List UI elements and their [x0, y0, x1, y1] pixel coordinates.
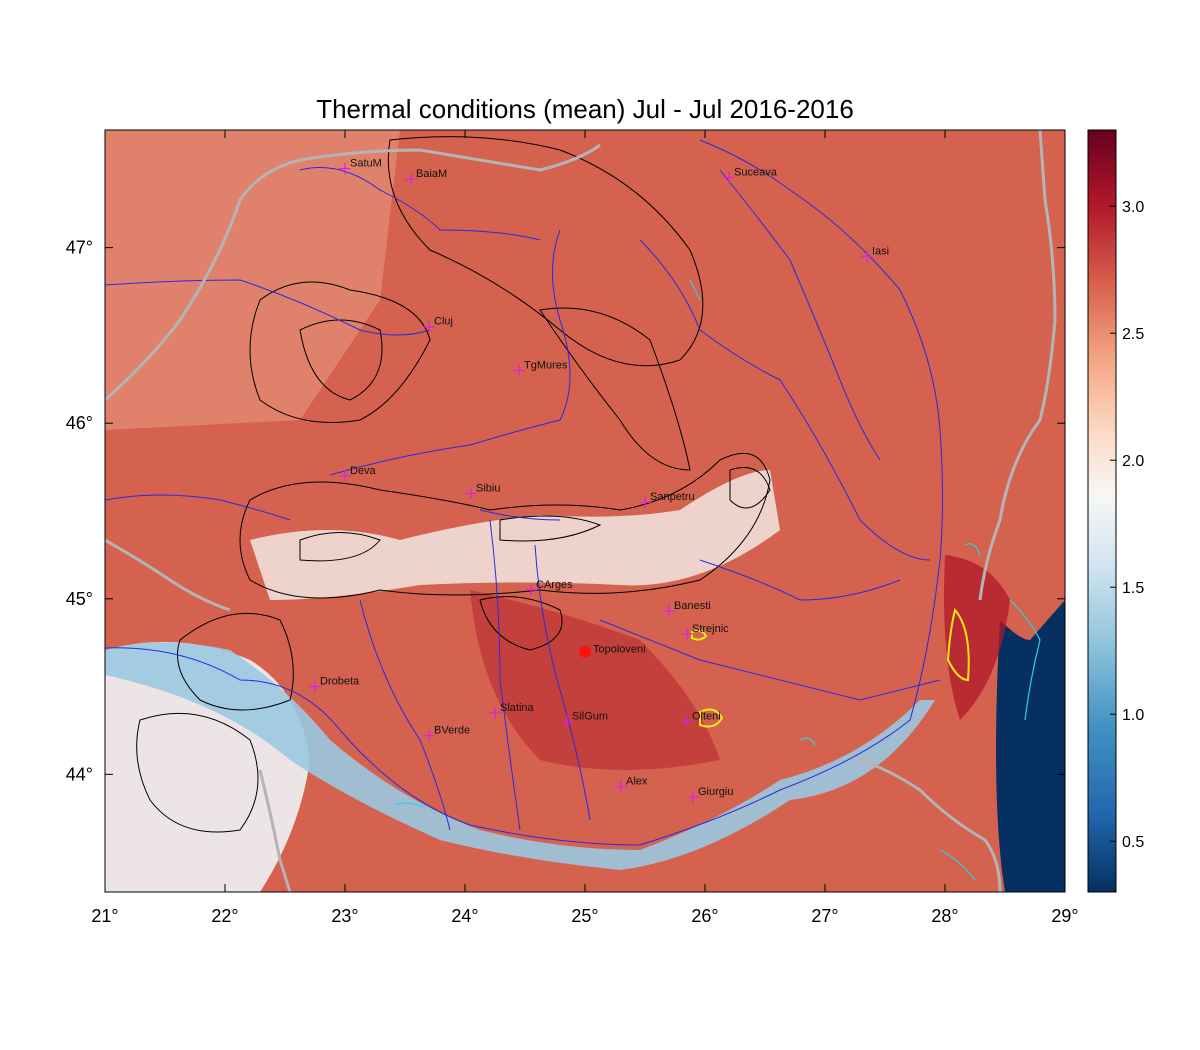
city-marker: SatuM	[339, 158, 382, 175]
city-marker: Deva	[339, 465, 377, 482]
city-label: CArges	[536, 579, 573, 591]
x-tick-label: 25°	[571, 906, 598, 926]
highlight-contours	[691, 607, 970, 728]
highlight-station-label: Topoloveni	[593, 643, 646, 655]
y-tick-label: 44°	[66, 764, 93, 784]
city-marker: Drobeta	[309, 676, 360, 693]
thermal-zone-danube	[105, 642, 935, 870]
colorbar	[1087, 129, 1117, 893]
city-label: Deva	[350, 465, 377, 477]
city-label: Iasi	[872, 245, 889, 257]
city-marker: Cluj	[423, 316, 453, 333]
city-label: TgMures	[524, 360, 568, 372]
city-marker: Olteni	[681, 711, 721, 728]
city-marker: TgMures	[513, 360, 568, 377]
city-marker: Iasi	[861, 245, 889, 263]
city-marker: BVerde	[423, 725, 470, 742]
y-tick-label: 46°	[66, 413, 93, 433]
city-label: SilGum	[572, 711, 608, 723]
city-label: Cluj	[434, 316, 453, 328]
map-area: SatuM BaiaM Suceava Iasi Cluj TgMures Deva Sibi…	[105, 130, 1065, 892]
colorbar-tick-label: 3.0	[1122, 199, 1144, 216]
city-label: Sibiu	[476, 482, 500, 494]
city-marker: BaiaM	[405, 168, 447, 186]
x-tick-label: 24°	[451, 906, 478, 926]
thermal-zone-northwest	[105, 130, 400, 430]
x-tick-label: 21°	[91, 906, 118, 926]
x-tick-label: 26°	[691, 906, 718, 926]
city-label: Olteni	[692, 711, 721, 723]
thermal-zone-carpathians	[250, 470, 780, 600]
city-marker: Sibiu	[465, 482, 500, 500]
city-label: Suceava	[734, 166, 778, 178]
map-title: Thermal conditions (mean) Jul - Jul 2016…	[316, 94, 854, 124]
rivers	[105, 139, 943, 846]
colorbar-tick-label: 1.5	[1122, 580, 1144, 597]
city-marker: CArges	[525, 579, 573, 597]
city-marker: Strejnic	[681, 623, 729, 640]
colorbar-ticks: 0.5 1.0 1.5 2.0 2.5 3.0	[1110, 199, 1144, 851]
city-label: Alex	[626, 776, 648, 788]
x-axis-ticks: 21° 22° 23° 24° 25° 26° 27° 28° 29°	[91, 130, 1079, 926]
y-axis-ticks: 44° 45° 46° 47°	[66, 238, 1065, 784]
city-marker: Giurgiu	[687, 786, 733, 804]
x-tick-label: 23°	[331, 906, 358, 926]
city-label: Slatina	[500, 702, 535, 714]
city-label: Strejnic	[692, 623, 729, 635]
lake-outlines	[394, 279, 1041, 881]
colorbar-tick-label: 1.0	[1122, 707, 1144, 724]
colorbar-tick-label: 2.5	[1122, 326, 1144, 343]
city-label: SatuM	[350, 158, 382, 170]
thermal-zone-south-hot	[470, 590, 720, 770]
city-marker: Slatina	[489, 702, 535, 719]
city-label: Banesti	[674, 600, 711, 612]
city-marker: Banesti	[663, 600, 711, 618]
city-label: BVerde	[434, 725, 470, 737]
y-tick-label: 47°	[66, 238, 93, 258]
city-marker: SilGum	[561, 711, 608, 728]
city-markers: SatuM BaiaM Suceava Iasi Cluj TgMures Deva Sibi…	[309, 158, 889, 804]
x-tick-label: 28°	[931, 906, 958, 926]
city-marker: Alex	[615, 776, 648, 793]
black-sea	[996, 600, 1065, 892]
x-tick-label: 22°	[211, 906, 238, 926]
city-label: Giurgiu	[698, 786, 733, 798]
city-marker: Suceava	[723, 166, 778, 184]
x-tick-label: 29°	[1051, 906, 1078, 926]
city-label: Drobeta	[320, 676, 360, 688]
highlight-station-dot	[579, 645, 591, 658]
country-borders	[105, 130, 1057, 892]
colorbar-tick-label: 0.5	[1122, 834, 1144, 851]
elevation-contours	[136, 136, 771, 833]
city-label: BaiaM	[416, 168, 447, 180]
y-tick-label: 45°	[66, 589, 93, 609]
city-label: Sanpetru	[650, 491, 695, 503]
city-marker: Sanpetru	[639, 491, 695, 509]
x-tick-label: 27°	[811, 906, 838, 926]
highlight-station-layer: Topoloveni	[579, 643, 646, 658]
colorbar-tick-label: 2.0	[1122, 453, 1144, 470]
thermal-zone-delta	[944, 555, 1010, 720]
